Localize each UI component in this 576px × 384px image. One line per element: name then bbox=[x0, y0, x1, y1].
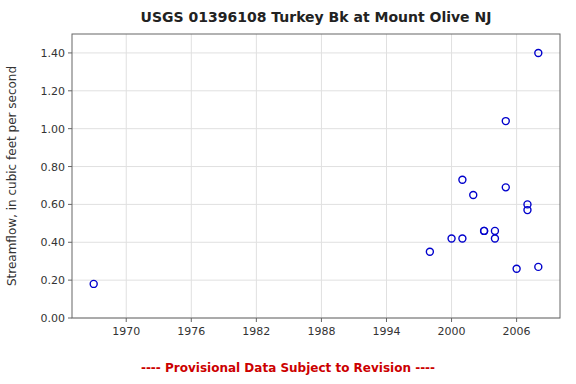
grid-line bbox=[516, 34, 517, 318]
grid-line bbox=[386, 34, 387, 318]
tick-label: 0.40 bbox=[41, 236, 66, 249]
tick-label: 2000 bbox=[438, 325, 466, 338]
point bbox=[535, 263, 542, 270]
tick-mark bbox=[68, 318, 72, 319]
tick-label: 1970 bbox=[112, 325, 140, 338]
grid-line bbox=[72, 280, 560, 281]
point bbox=[90, 280, 97, 287]
tick-mark bbox=[68, 52, 72, 53]
grid-line bbox=[72, 204, 560, 205]
chart: 0.00 0.20 0.40 0.60 0.80 1.00 1.20 1.40 1970 1976… bbox=[0, 0, 576, 384]
tick-mark bbox=[68, 242, 72, 243]
tick-label: 1976 bbox=[177, 325, 205, 338]
axes: 0.00 0.20 0.40 0.60 0.80 1.00 1.20 1.40 1970 1976… bbox=[41, 47, 531, 338]
tick-mark bbox=[68, 204, 72, 205]
tick-label: 2006 bbox=[503, 325, 531, 338]
grid-line bbox=[191, 34, 192, 318]
tick-label: 0.60 bbox=[41, 198, 66, 211]
grid-line bbox=[72, 90, 560, 91]
grid-line bbox=[72, 52, 560, 53]
point bbox=[459, 176, 466, 183]
grid-line bbox=[321, 34, 322, 318]
point bbox=[459, 235, 466, 242]
tick-label: 1.20 bbox=[41, 85, 66, 98]
tick-mark bbox=[68, 90, 72, 91]
tick-label: 1.00 bbox=[41, 123, 66, 136]
point bbox=[491, 227, 498, 234]
tick-mark bbox=[256, 318, 257, 322]
point bbox=[481, 227, 488, 234]
point bbox=[426, 248, 433, 255]
point bbox=[470, 191, 477, 198]
tick-label: 0.20 bbox=[41, 274, 66, 287]
tick-mark bbox=[451, 318, 452, 322]
point bbox=[448, 235, 455, 242]
grid-line bbox=[256, 34, 257, 318]
grid-line bbox=[451, 34, 452, 318]
tick-mark bbox=[386, 318, 387, 322]
grid-line bbox=[72, 242, 560, 243]
tick-label: 0.80 bbox=[41, 161, 66, 174]
tick-mark bbox=[191, 318, 192, 322]
y-axis-label: Streamflow, in cubic feet per second bbox=[5, 66, 19, 286]
tick-mark bbox=[516, 318, 517, 322]
point bbox=[481, 227, 488, 234]
point bbox=[535, 49, 542, 56]
tick-label: 0.00 bbox=[41, 312, 66, 325]
grid-line bbox=[72, 128, 560, 129]
tick-mark bbox=[321, 318, 322, 322]
footnote: ---- Provisional Data Subject to Revisio… bbox=[141, 361, 435, 375]
tick-mark bbox=[68, 166, 72, 167]
title: USGS 01396108 Turkey Bk at Mount Olive N… bbox=[141, 9, 492, 25]
point bbox=[502, 118, 509, 125]
grid-line bbox=[126, 34, 127, 318]
grid bbox=[72, 34, 560, 318]
points bbox=[90, 49, 542, 287]
tick-label: 1.40 bbox=[41, 47, 66, 60]
tick-mark bbox=[68, 280, 72, 281]
grid-line bbox=[72, 166, 560, 167]
point bbox=[502, 184, 509, 191]
tick-label: 1982 bbox=[242, 325, 270, 338]
tick-label: 1994 bbox=[372, 325, 400, 338]
plot-frame bbox=[72, 34, 560, 318]
point bbox=[491, 235, 498, 242]
tick-mark bbox=[126, 318, 127, 322]
tick-mark bbox=[68, 128, 72, 129]
point bbox=[513, 265, 520, 272]
tick-label: 1988 bbox=[307, 325, 335, 338]
point bbox=[524, 201, 531, 208]
